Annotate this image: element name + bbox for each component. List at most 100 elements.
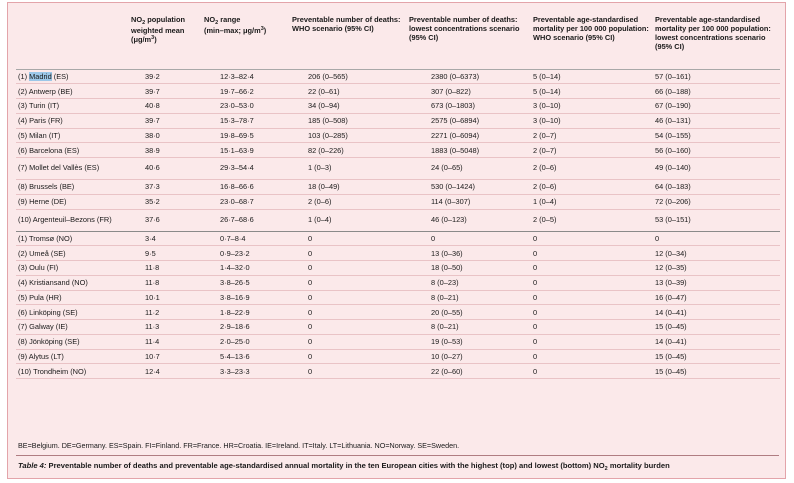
cell-who-mortality: 0 [531,260,653,276]
cell-city: (2) Umeå (SE) [16,245,129,261]
cell-who-deaths: 18 (0–49) [290,179,407,195]
city-country: (BE) [55,86,73,96]
table-row: (2) Umeå (SE) 9·5 0·9–23·2 0 13 (0–36) 0 12 (0… [16,245,780,261]
cell-city: (8) Brussels (BE) [16,179,129,195]
city-rank: (5) [18,130,30,140]
cell-who-deaths: 0 [290,289,407,305]
city-rank: (2) [18,86,29,96]
cell-low-deaths: 46 (0–123) [407,208,531,231]
cell-low-mortality: 54 (0–155) [653,127,780,143]
city-country: (ES) [62,145,80,155]
cell-low-deaths: 307 (0–822) [407,83,531,99]
cell-city: (8) Jönköping (SE) [16,333,129,349]
cell-who-mortality: 2 (0–6) [531,157,653,180]
cell-low-deaths: 2380 (0–6373) [407,68,531,84]
cell-mean: 40·6 [129,157,202,180]
cell-who-deaths: 0 [290,319,407,335]
cell-who-mortality: 0 [531,363,653,379]
city-rank: (7) [18,163,30,173]
city-name[interactable]: Madrid [29,71,52,81]
cell-low-mortality: 53 (0–151) [653,208,780,231]
city-rank: (9) [18,351,29,361]
cell-range: 3·8–16·9 [202,289,290,305]
cell-range: 3·3–23·3 [202,363,290,379]
table-row: (3) Oulu (FI) 11·8 1·4–32·0 0 18 (0–50) 0 12 (… [16,260,780,276]
cell-city: (10) Trondheim (NO) [16,363,129,379]
city-rank: (5) [18,292,30,302]
city-country: (IE) [53,322,68,332]
cell-who-deaths: 0 [290,304,407,320]
city-name: Linköping [29,307,61,317]
table-row: (9) Herne (DE) 35·2 23·0–68·7 2 (0–6) 114 (0… [16,193,780,209]
city-rank: (1) [18,71,30,81]
city-rank: (10) [18,366,34,376]
city-rank: (6) [18,145,30,155]
mortality-table: NO2 population weighted mean (μg/m3) NO2 … [16,13,780,379]
city-name: Oulu [29,263,45,273]
cell-city: (3) Oulu (FI) [16,260,129,276]
cell-low-mortality: 72 (0–206) [653,193,780,209]
cell-who-mortality: 0 [531,274,653,290]
table-body: (1) Madrid (ES) 39·2 12·3–82·4 206 (0–565) 2… [16,68,780,379]
caption-label: Table 4: [18,461,47,470]
cell-who-mortality: 0 [531,304,653,320]
city-country: (IT) [46,130,61,140]
cell-range: 19·7–66·2 [202,83,290,99]
header-who-deaths: Preventable number of deaths: WHO scenar… [292,15,401,33]
city-name: Barcelona [29,145,63,155]
city-rank: (3) [18,101,29,111]
cell-low-mortality: 15 (0–45) [653,363,780,379]
city-name: Brussels [29,182,58,192]
cell-low-deaths: 1883 (0–5048) [407,142,531,158]
city-rank: (9) [18,197,30,207]
table-row: (8) Jönköping (SE) 11·4 2·0–25·0 0 19 (0–53)… [16,333,780,349]
cell-low-deaths: 2271 (0–6094) [407,127,531,143]
cell-city: (9) Alytus (LT) [16,348,129,364]
city-country: (NO) [69,278,88,288]
cell-city: (6) Linköping (SE) [16,304,129,320]
cell-city: (4) Kristiansand (NO) [16,274,129,290]
cell-city: (9) Herne (DE) [16,193,129,209]
cell-who-deaths: 0 [290,230,407,246]
cell-who-mortality: 0 [531,245,653,261]
city-country: (ES) [51,71,69,81]
cell-who-deaths: 0 [290,274,407,290]
cell-range: 3·8–26·5 [202,274,290,290]
cell-low-mortality: 12 (0–35) [653,260,780,276]
cell-range: 23·0–68·7 [202,193,290,209]
cell-mean: 40·8 [129,98,202,114]
header-row: NO2 population weighted mean (μg/m3) NO2 … [16,13,780,69]
cell-mean: 9·5 [129,245,202,261]
cell-city: (5) Pula (HR) [16,289,129,305]
city-rank: (8) [18,182,30,192]
cell-city: (7) Mollet del Vallès (ES) [16,157,129,180]
city-name: Mollet del Vallès [29,163,83,173]
cell-range: 23·0–53·0 [202,98,290,114]
cell-who-deaths: 206 (0–565) [290,68,407,84]
cell-range: 12·3–82·4 [202,68,290,84]
cell-mean: 12·4 [129,363,202,379]
cell-range: 0·9–23·2 [202,245,290,261]
cell-low-deaths: 8 (0–23) [407,274,531,290]
cell-range: 2·9–18·6 [202,319,290,335]
city-rank: (4) [18,278,30,288]
cell-range: 2·0–25·0 [202,333,290,349]
cell-mean: 38·0 [129,127,202,143]
cell-who-deaths: 1 (0–4) [290,208,407,231]
cell-who-deaths: 2 (0–6) [290,193,407,209]
city-name: Umeå [29,248,49,258]
cell-range: 19·8–69·5 [202,127,290,143]
cell-low-mortality: 13 (0–39) [653,274,780,290]
cell-who-mortality: 3 (0–10) [531,98,653,114]
cell-low-mortality: 14 (0–41) [653,333,780,349]
cell-low-deaths: 20 (0–55) [407,304,531,320]
city-country: (LT) [48,351,64,361]
cell-who-mortality: 0 [531,230,653,246]
cell-range: 5·4–13·6 [202,348,290,364]
city-rank: (10) [18,214,33,224]
city-name: Tromsø [28,233,55,243]
cell-who-mortality: 1 (0–4) [531,193,653,209]
table-caption: Table 4: Preventable number of deaths an… [18,461,670,472]
cell-range: 0·7–8·4 [202,230,290,246]
cell-range: 1·8–22·9 [202,304,290,320]
